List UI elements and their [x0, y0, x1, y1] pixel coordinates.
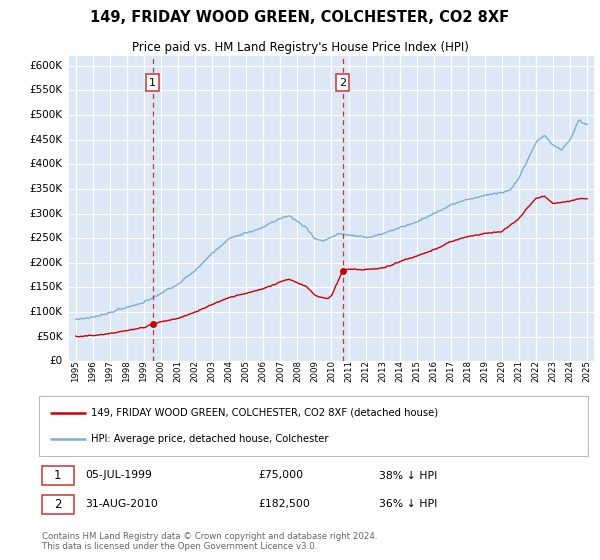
Text: 2022: 2022: [532, 360, 541, 382]
Text: £300K: £300K: [30, 208, 63, 218]
Text: 2001: 2001: [173, 360, 182, 382]
Text: £350K: £350K: [29, 184, 63, 194]
Text: £0: £0: [50, 356, 63, 366]
Text: 2008: 2008: [293, 360, 302, 382]
Text: 149, FRIDAY WOOD GREEN, COLCHESTER, CO2 8XF (detached house): 149, FRIDAY WOOD GREEN, COLCHESTER, CO2 …: [91, 408, 438, 418]
Text: 31-AUG-2010: 31-AUG-2010: [86, 499, 158, 509]
Text: 2: 2: [54, 498, 61, 511]
FancyBboxPatch shape: [42, 466, 74, 485]
Text: 2007: 2007: [276, 360, 285, 382]
FancyBboxPatch shape: [39, 396, 588, 456]
Text: £75,000: £75,000: [259, 470, 304, 480]
Text: Price paid vs. HM Land Registry's House Price Index (HPI): Price paid vs. HM Land Registry's House …: [131, 41, 469, 54]
Text: 2012: 2012: [361, 360, 370, 382]
Text: 2006: 2006: [259, 360, 268, 382]
Text: 1996: 1996: [88, 360, 97, 382]
Text: £100K: £100K: [30, 307, 63, 317]
Text: 2015: 2015: [412, 360, 421, 382]
Text: 2000: 2000: [157, 360, 166, 382]
Text: £400K: £400K: [30, 159, 63, 169]
Text: 2010: 2010: [327, 360, 336, 382]
Text: 2014: 2014: [395, 360, 404, 382]
Text: 2002: 2002: [191, 360, 200, 382]
Text: 149, FRIDAY WOOD GREEN, COLCHESTER, CO2 8XF: 149, FRIDAY WOOD GREEN, COLCHESTER, CO2 …: [91, 10, 509, 25]
Text: 2023: 2023: [548, 360, 557, 382]
Text: 2003: 2003: [208, 360, 217, 382]
Text: 36% ↓ HPI: 36% ↓ HPI: [379, 499, 438, 509]
Text: £550K: £550K: [29, 86, 63, 95]
Text: 05-JUL-1999: 05-JUL-1999: [86, 470, 152, 480]
Text: 2024: 2024: [566, 360, 575, 382]
Text: 2018: 2018: [463, 360, 472, 382]
Text: 2017: 2017: [446, 360, 455, 382]
Text: £250K: £250K: [29, 233, 63, 243]
Text: 38% ↓ HPI: 38% ↓ HPI: [379, 470, 438, 480]
Text: 2009: 2009: [310, 360, 319, 382]
Text: 2020: 2020: [497, 360, 506, 382]
Text: 2005: 2005: [242, 360, 251, 382]
Text: 1995: 1995: [71, 360, 80, 382]
Text: 2: 2: [339, 78, 346, 87]
Text: 2021: 2021: [514, 360, 523, 382]
Text: 2016: 2016: [429, 360, 438, 382]
Text: £150K: £150K: [29, 282, 63, 292]
Text: 1997: 1997: [106, 360, 115, 382]
Text: £450K: £450K: [29, 135, 63, 144]
Text: £200K: £200K: [30, 258, 63, 268]
Text: £50K: £50K: [36, 332, 63, 342]
Text: HPI: Average price, detached house, Colchester: HPI: Average price, detached house, Colc…: [91, 435, 329, 445]
Text: 2013: 2013: [378, 360, 387, 382]
FancyBboxPatch shape: [42, 494, 74, 514]
Text: 1: 1: [54, 469, 61, 482]
Text: £600K: £600K: [30, 61, 63, 71]
Text: 2025: 2025: [583, 360, 592, 382]
Text: 2019: 2019: [481, 360, 490, 382]
Text: 1: 1: [149, 78, 156, 87]
Text: 2004: 2004: [225, 360, 234, 382]
Text: 2011: 2011: [344, 360, 353, 382]
Text: 1999: 1999: [139, 360, 149, 382]
Text: 1998: 1998: [122, 360, 131, 382]
Text: Contains HM Land Registry data © Crown copyright and database right 2024.
This d: Contains HM Land Registry data © Crown c…: [42, 532, 377, 551]
Text: £182,500: £182,500: [259, 499, 310, 509]
Text: £500K: £500K: [30, 110, 63, 120]
